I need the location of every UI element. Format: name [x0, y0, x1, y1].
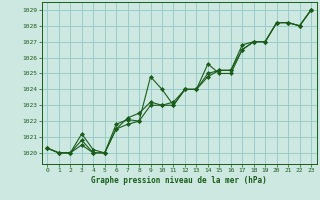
- X-axis label: Graphe pression niveau de la mer (hPa): Graphe pression niveau de la mer (hPa): [91, 176, 267, 185]
